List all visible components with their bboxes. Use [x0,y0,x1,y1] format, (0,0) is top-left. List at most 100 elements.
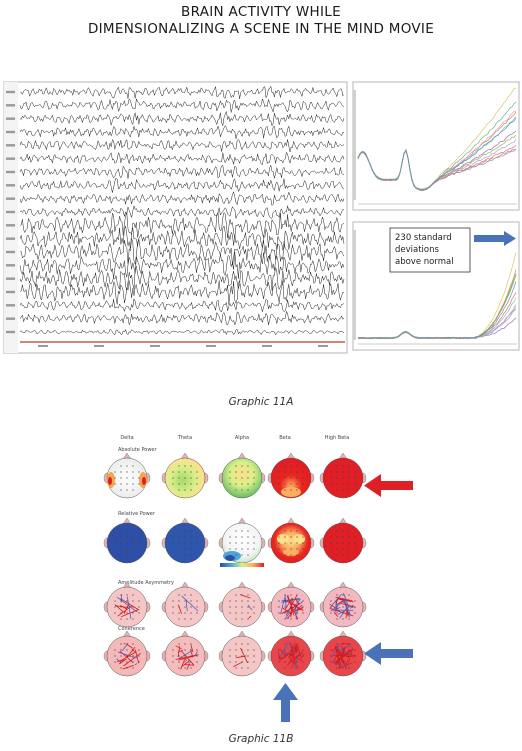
caption-11b: Graphic 11B [228,733,294,745]
annotation-line-1: 230 standard [395,233,452,243]
topomap-head [161,452,209,499]
row-title-relative-power: Relative Power [118,511,156,517]
annotation-line-2: deviations [395,245,440,255]
eeg-channel-label [6,197,15,200]
topomap-head [267,452,315,499]
eeg-trace [19,279,345,305]
eeg-channel-label [6,184,15,187]
eeg-time-tick [150,345,160,347]
eeg-channel-label [6,130,15,134]
spectrum-axis-ticks [353,230,356,340]
row-title-amplitude-asymmetry: Amplitude Asymmetry [118,580,174,586]
spectrum-line [357,117,517,190]
blue-arrow-up-icon [273,683,298,722]
topomap-head [103,581,151,628]
eeg-trace [19,97,345,114]
colorbar [220,563,264,567]
eeg-trace [19,151,345,166]
topomap-head [161,581,209,628]
band-header-theta: Theta [177,435,192,441]
eeg-channel-label [6,330,15,334]
title-line-1: BRAIN ACTIVITY WHILE [181,4,341,20]
eeg-panel [3,81,348,354]
topomap-head [103,630,151,677]
spectrum-top-panel [352,81,520,211]
eeg-trace [19,298,345,313]
eeg-trace [19,211,345,239]
eeg-trace [19,251,345,279]
topomap-head [218,517,266,564]
annotation-box [389,227,471,273]
topomap-head [267,517,315,564]
eeg-trace [19,190,345,207]
eeg-trace [19,265,345,291]
eeg-trace [19,204,345,219]
eeg-trace [19,328,345,336]
topomap-head [319,581,367,628]
eeg-time-tick [318,345,328,347]
band-header-beta: Beta [279,435,291,441]
eeg-channel-label [6,237,15,240]
eeg-trace [19,125,345,139]
eeg-trace [19,164,345,179]
spectrum-line [357,281,517,340]
caption-11a: Graphic 11A [228,396,294,408]
annotation-line-3: above normal [395,257,454,267]
eeg-channel-label [6,144,15,147]
topomap-grid [103,452,367,677]
eeg-channel-label [6,317,15,320]
eeg-channel-label [6,90,15,94]
eeg-traces [6,85,345,336]
blue-arrow-right-icon [364,642,413,665]
eeg-channel-label [6,224,15,227]
eeg-channel-label [6,250,15,254]
eeg-channel-label [6,264,15,267]
eeg-channel-label [6,210,15,214]
eeg-channel-label [6,304,15,307]
eeg-trace [19,85,345,99]
row-title-coherence: Coherence [118,626,145,632]
topomap-head [218,581,266,628]
band-header-delta: Delta [120,435,133,441]
row-title-absolute-power: Absolute Power [118,447,158,453]
topomap-head [161,517,209,564]
eeg-time-tick [206,345,216,347]
eeg-trace [19,138,345,153]
topomap-head [218,630,266,677]
band-header-alpha: Alpha [235,435,249,441]
eeg-channel-label [6,290,15,294]
eeg-time-tick [262,345,272,347]
title-line-2: DIMENSIONALIZING A SCENE IN THE MIND MOV… [87,21,435,37]
topomap-head [161,630,209,677]
eeg-time-tick [94,345,104,347]
eeg-trace [19,225,345,252]
eeg-trace [19,238,345,266]
topomap-head [319,630,367,677]
eeg-time-axis [38,345,328,347]
band-headers: Delta Theta Alpha Beta High Beta [120,435,349,441]
topomap-head [319,517,367,564]
eeg-channel-label [6,157,15,160]
topomap-head [319,452,367,499]
topomap-head [103,452,151,499]
eeg-channel-label [6,104,15,107]
red-arrow-icon [364,474,413,497]
eeg-channel-label [6,117,15,120]
eeg-trace [19,310,345,326]
graphic-11b: Delta Theta Alpha Beta High Beta Absolut… [103,435,413,722]
eeg-trace [19,110,345,127]
topomap-head [103,517,151,564]
topomap-head [218,452,266,499]
eeg-channel-label [6,277,15,280]
eeg-time-tick [38,345,48,347]
spectrum-bottom-lines [353,230,517,345]
annotation-arrow-icon [474,231,516,246]
spectrum-top-lines [353,87,517,205]
spectrum-axis-ticks [353,90,356,200]
eeg-trace [19,177,345,193]
graphic-11a: 230 standard deviations above normal [3,81,520,354]
topomap-head [267,581,315,628]
eeg-channel-label-column [4,82,18,353]
band-header-high-beta: High Beta [325,435,350,441]
eeg-channel-label [6,170,15,174]
